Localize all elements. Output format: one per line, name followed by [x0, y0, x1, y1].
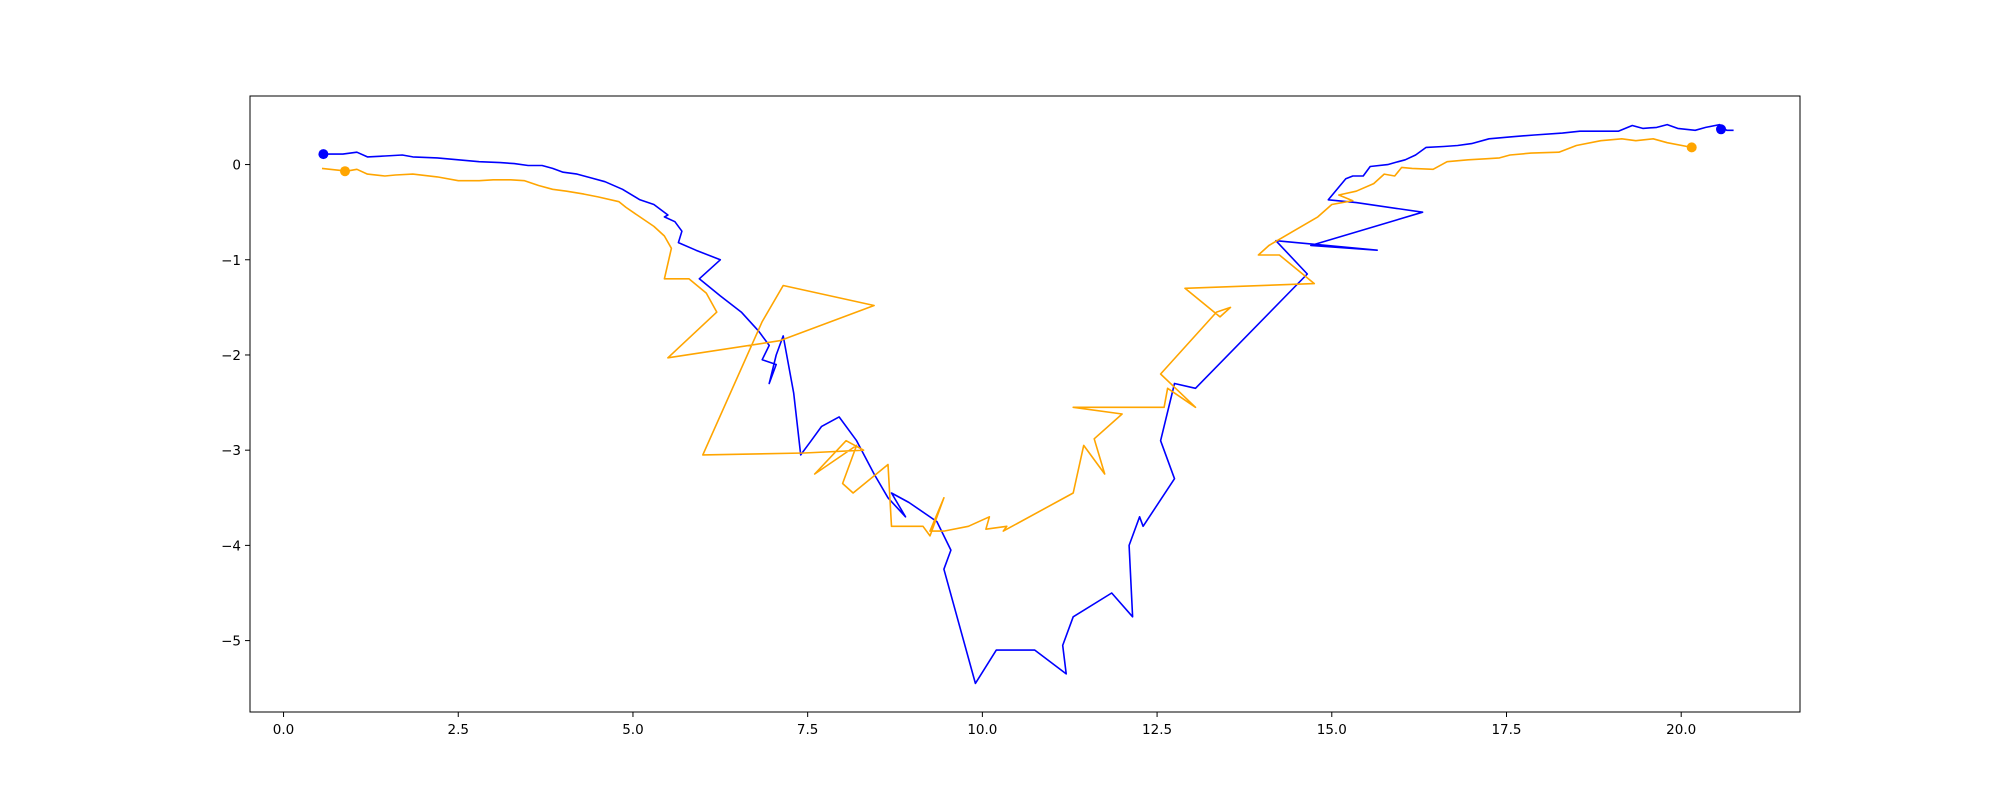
series-1-line [323, 123, 1734, 685]
y-tick-label: −5 [221, 634, 241, 650]
x-tick-label: 20.0 [1666, 722, 1696, 738]
y-tick-label: −2 [221, 348, 241, 364]
x-tick-label: 2.5 [448, 722, 469, 738]
series-2-line [321, 138, 1692, 537]
y-axis: 0 −1 −2 −3 −4 −5 [221, 158, 250, 650]
x-tick-label: 0.0 [273, 722, 294, 738]
series-2-end-marker [1686, 142, 1697, 153]
y-tick-label: −1 [221, 253, 241, 269]
x-tick-label: 10.0 [967, 722, 997, 738]
x-tick-label: 12.5 [1142, 722, 1172, 738]
y-tick-label: −3 [221, 443, 241, 459]
x-tick-label: 7.5 [797, 722, 818, 738]
series-layer [318, 123, 1734, 685]
series-1-start-marker [318, 149, 329, 160]
y-tick-label: 0 [232, 158, 241, 174]
plot-frame [249, 95, 1801, 713]
series-1 [318, 123, 1734, 685]
x-tick-label: 5.0 [622, 722, 643, 738]
series-2 [321, 138, 1697, 537]
x-tick-label: 15.0 [1317, 722, 1347, 738]
series-2-start-marker [340, 166, 350, 177]
x-tick-label: 17.5 [1491, 722, 1521, 738]
series-1-end-marker [1716, 124, 1726, 135]
x-axis: 0.0 2.5 5.0 7.5 10.0 12.5 15.0 17.5 20.0 [273, 712, 1696, 738]
y-tick-label: −4 [221, 538, 241, 554]
